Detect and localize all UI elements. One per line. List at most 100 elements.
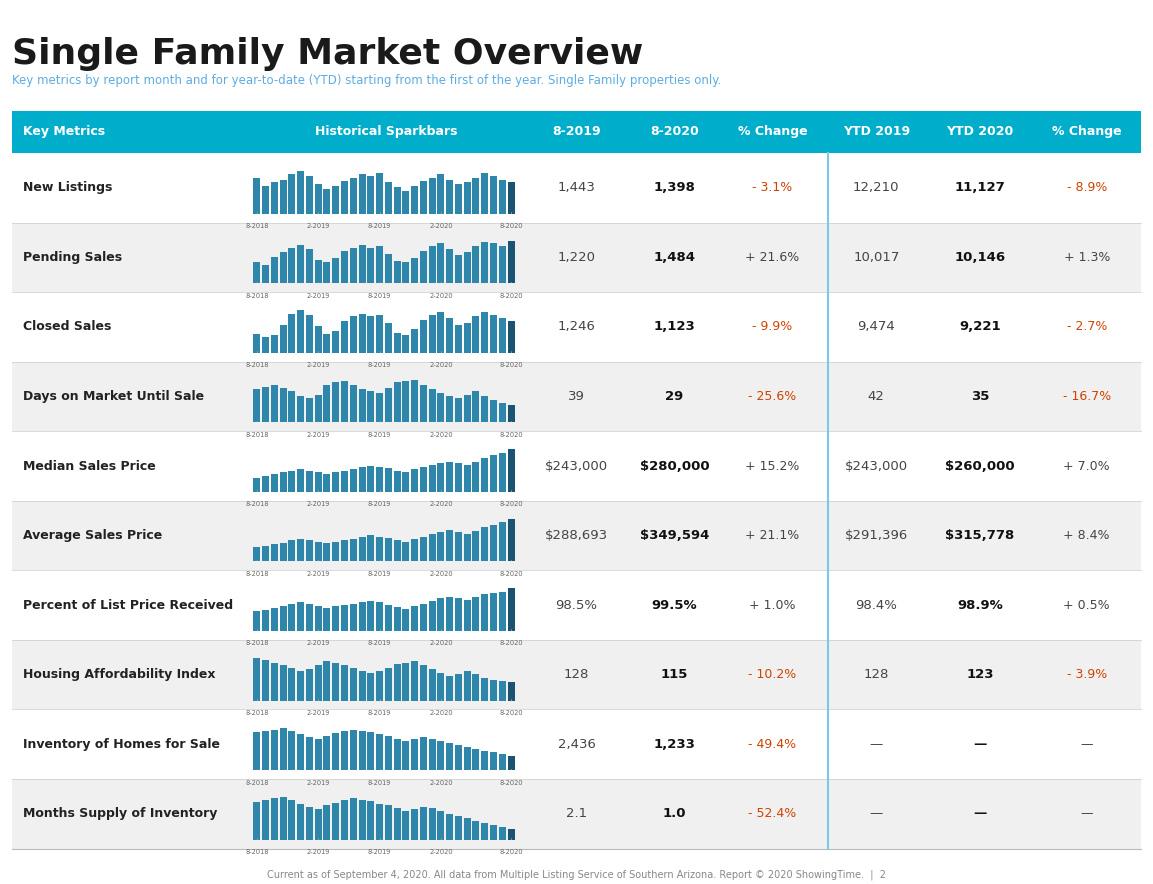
Bar xyxy=(437,243,444,283)
Bar xyxy=(464,323,470,353)
Text: 2-2020: 2-2020 xyxy=(429,501,453,507)
Bar xyxy=(437,741,444,770)
Bar xyxy=(254,802,261,840)
Text: 8-2018: 8-2018 xyxy=(246,710,269,716)
Bar xyxy=(385,667,392,701)
Bar xyxy=(490,593,497,631)
Bar xyxy=(254,263,261,283)
Text: 8-2020: 8-2020 xyxy=(499,780,522,786)
Bar xyxy=(446,318,453,353)
Text: + 21.1%: + 21.1% xyxy=(745,529,800,542)
Bar xyxy=(288,314,295,353)
Bar xyxy=(490,455,497,492)
Bar xyxy=(12,110,1141,153)
Bar xyxy=(490,400,497,423)
Text: - 8.9%: - 8.9% xyxy=(1067,181,1107,194)
Bar xyxy=(288,248,295,283)
Bar xyxy=(402,381,409,423)
Text: + 0.5%: + 0.5% xyxy=(1063,598,1110,612)
Bar xyxy=(507,829,514,840)
Bar xyxy=(412,606,419,631)
Text: 8-2019: 8-2019 xyxy=(368,431,391,438)
Bar xyxy=(262,660,269,701)
Bar xyxy=(280,728,287,770)
Bar xyxy=(412,539,419,561)
Bar xyxy=(385,605,392,631)
Bar xyxy=(288,470,295,492)
Bar xyxy=(280,179,287,214)
Bar xyxy=(280,606,287,631)
Text: 2-2019: 2-2019 xyxy=(307,850,330,855)
Bar xyxy=(12,640,1141,710)
Bar xyxy=(324,263,331,283)
Bar xyxy=(499,179,506,214)
Bar xyxy=(359,537,366,561)
Bar xyxy=(341,540,348,561)
Text: 8-2019: 8-2019 xyxy=(368,223,391,229)
Bar xyxy=(359,800,366,840)
Bar xyxy=(288,800,295,840)
Bar xyxy=(332,258,339,283)
Bar xyxy=(437,811,444,840)
Text: Days on Market Until Sale: Days on Market Until Sale xyxy=(23,390,204,403)
Bar xyxy=(262,610,269,631)
Bar xyxy=(324,736,331,770)
Bar xyxy=(455,745,462,770)
Text: 2-2019: 2-2019 xyxy=(307,223,330,229)
Bar xyxy=(271,798,278,840)
Text: 29: 29 xyxy=(665,390,684,403)
Bar xyxy=(437,532,444,561)
Bar xyxy=(473,674,480,701)
Bar xyxy=(420,737,427,770)
Bar xyxy=(393,664,400,701)
Bar xyxy=(297,734,304,770)
Bar xyxy=(473,392,480,423)
Text: 1,123: 1,123 xyxy=(654,320,695,333)
Bar xyxy=(271,663,278,701)
Bar xyxy=(332,803,339,840)
Bar xyxy=(464,671,470,701)
Bar xyxy=(393,739,400,770)
Text: + 15.2%: + 15.2% xyxy=(745,460,800,473)
Bar xyxy=(12,431,1141,500)
Bar xyxy=(324,543,331,561)
Bar xyxy=(341,470,348,492)
Text: 2-2020: 2-2020 xyxy=(429,571,453,577)
Bar xyxy=(455,255,462,283)
Bar xyxy=(402,741,409,770)
Bar xyxy=(499,522,506,561)
Bar xyxy=(507,589,514,631)
Text: 2-2019: 2-2019 xyxy=(307,431,330,438)
Bar xyxy=(271,335,278,353)
Bar xyxy=(271,256,278,283)
Text: 39: 39 xyxy=(568,390,585,403)
Bar xyxy=(376,734,383,770)
Text: 35: 35 xyxy=(971,390,989,403)
Bar xyxy=(437,312,444,353)
Bar xyxy=(271,545,278,561)
Bar xyxy=(332,331,339,353)
Bar xyxy=(349,178,356,214)
Text: —: — xyxy=(973,738,987,751)
Bar xyxy=(481,396,488,423)
Text: 8-2020: 8-2020 xyxy=(499,501,522,507)
Bar xyxy=(393,470,400,492)
Bar xyxy=(306,399,312,423)
Text: + 1.0%: + 1.0% xyxy=(749,598,796,612)
Bar xyxy=(412,661,419,701)
Text: 8-2019: 8-2019 xyxy=(368,710,391,716)
Bar xyxy=(12,710,1141,779)
Bar xyxy=(481,594,488,631)
Text: 8-2019: 8-2019 xyxy=(368,850,391,855)
Bar xyxy=(359,174,366,214)
Bar xyxy=(507,756,514,770)
Bar xyxy=(464,599,470,631)
Text: 8-2018: 8-2018 xyxy=(246,293,269,299)
Bar xyxy=(490,751,497,770)
Bar xyxy=(288,540,295,561)
Bar xyxy=(455,598,462,631)
Bar xyxy=(385,254,392,283)
Text: 8-2020: 8-2020 xyxy=(499,571,522,577)
Bar xyxy=(315,472,322,492)
Text: —: — xyxy=(1080,807,1093,820)
